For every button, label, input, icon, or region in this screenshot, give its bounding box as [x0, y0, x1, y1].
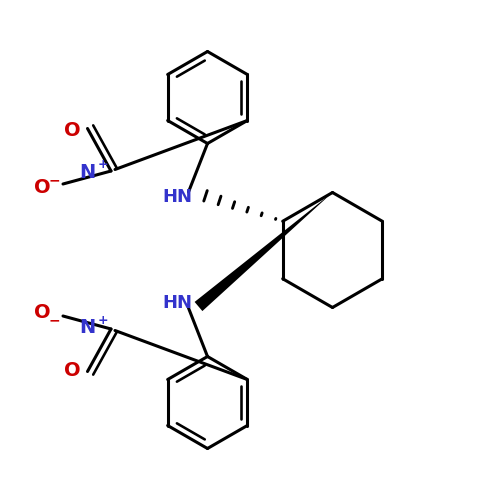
Text: HN: HN: [162, 188, 192, 206]
Text: +: +: [97, 158, 108, 172]
Text: O: O: [34, 303, 51, 322]
Text: N: N: [80, 163, 96, 182]
Text: −: −: [48, 173, 60, 187]
Polygon shape: [194, 192, 332, 311]
Text: N: N: [80, 318, 96, 337]
Text: O: O: [64, 120, 81, 140]
Text: HN: HN: [162, 294, 192, 312]
Text: −: −: [48, 313, 60, 327]
Text: O: O: [64, 360, 81, 380]
Text: O: O: [34, 178, 51, 197]
Text: +: +: [97, 314, 108, 326]
